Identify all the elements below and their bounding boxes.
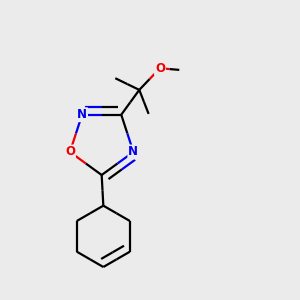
Text: O: O <box>65 146 75 158</box>
Text: O: O <box>155 62 165 75</box>
Text: N: N <box>128 146 138 158</box>
Text: N: N <box>77 108 87 121</box>
